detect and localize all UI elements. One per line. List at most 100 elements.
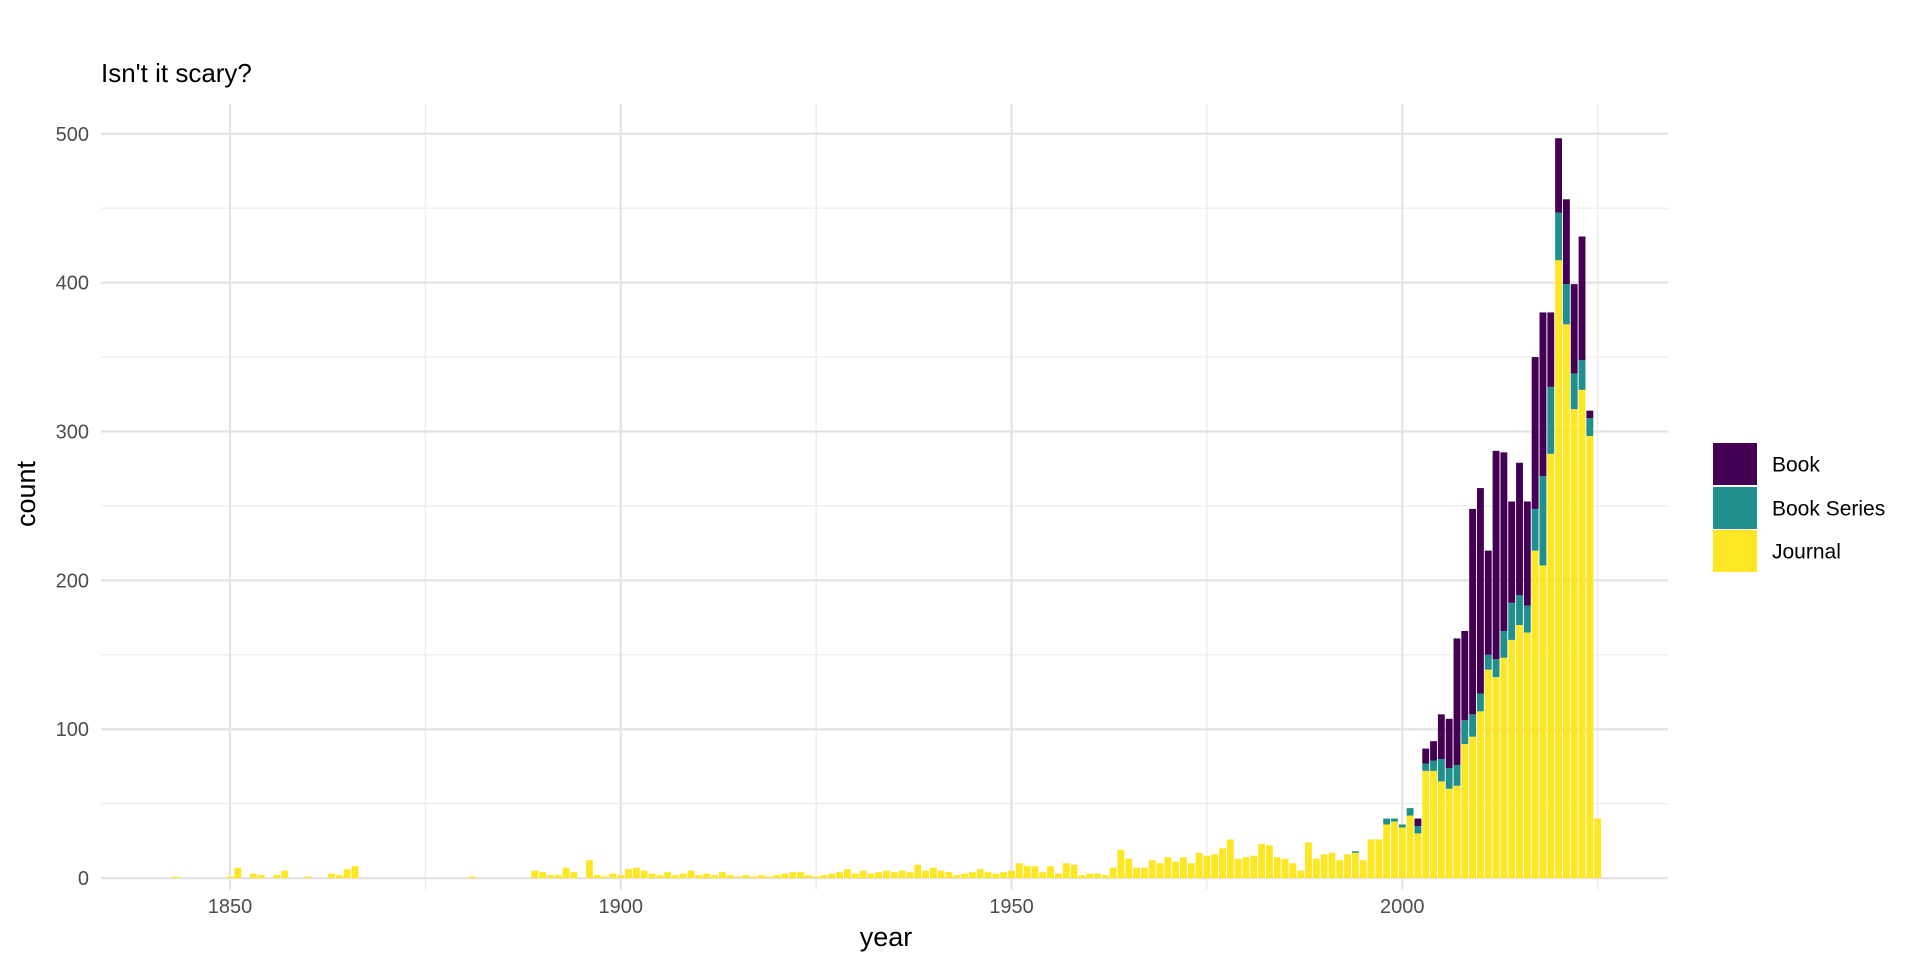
bar-journal-1936 [898, 870, 906, 879]
bar-journal-1988 [1305, 842, 1312, 879]
bar-journal-1920 [773, 875, 781, 879]
bar-journal-1941 [937, 870, 945, 879]
x-tick-label: 1950 [989, 896, 1034, 918]
bar-book-series-2017 [1531, 508, 1539, 551]
bar-journal-1987 [1297, 870, 1305, 879]
bar-book-series-2005 [1437, 759, 1445, 782]
bar-journal-2025 [1594, 818, 1602, 879]
bar-journal-1907 [671, 875, 679, 879]
bar-book-series-2012 [1492, 659, 1500, 678]
x-axis-ticks: 1850 1900 1950 2000 [208, 896, 1425, 918]
bar-book-series-2000 [1398, 824, 1406, 828]
bar-book-series-1994 [1351, 851, 1359, 853]
bar-journal-2004 [1430, 770, 1437, 879]
bar-journal-1972 [1180, 857, 1187, 879]
bar-book-2004 [1430, 741, 1437, 761]
bar-book-2011 [1484, 550, 1492, 655]
bar-journal-1985 [1281, 858, 1289, 879]
bar-book-series-2019 [1547, 386, 1555, 454]
bar-journal-1960 [1086, 873, 1094, 879]
bar-journal-1892 [554, 875, 562, 879]
legend-label: Book [1772, 454, 1820, 477]
legend-key-journal [1713, 530, 1757, 572]
bar-journal-1850 [226, 876, 234, 879]
bar-journal-1946 [976, 869, 984, 879]
bar-journal-1905 [656, 875, 664, 879]
bar-journal-1950 [1008, 870, 1015, 879]
bar-book-2019 [1547, 312, 1555, 387]
bar-journal-1908 [679, 873, 687, 879]
bar-journal-1891 [546, 875, 554, 879]
bar-journal-1854 [257, 875, 265, 879]
bar-book-2014 [1508, 501, 1516, 603]
bar-journal-1984 [1273, 857, 1281, 879]
bar-journal-1919 [765, 876, 773, 879]
bar-journal-1962 [1101, 875, 1109, 879]
bar-journal-1997 [1375, 839, 1383, 879]
bar-journal-1930 [851, 873, 859, 879]
bar-journal-1968 [1148, 860, 1156, 879]
bar-journal-2008 [1461, 744, 1469, 879]
bar-journal-1881 [468, 876, 476, 879]
bar-journal-1975 [1203, 855, 1211, 879]
bar-journal-1989 [1312, 858, 1320, 879]
bar-journal-1996 [1367, 839, 1375, 879]
bar-journal-1937 [906, 872, 914, 879]
bar-journal-2015 [1516, 625, 1523, 879]
bar-book-2003 [1422, 748, 1430, 764]
bar-journal-1906 [664, 872, 672, 879]
bar-journal-2011 [1484, 669, 1492, 879]
bar-book-series-2013 [1500, 630, 1508, 658]
bar-journal-1894 [570, 872, 578, 879]
bar-journal-2003 [1422, 770, 1430, 879]
y-tick-label: 100 [56, 719, 89, 741]
bar-book-2010 [1476, 488, 1484, 694]
bar-journal-1897 [593, 875, 601, 879]
bar-journal-2017 [1531, 550, 1539, 879]
bar-book-2016 [1523, 501, 1531, 606]
bar-journal-2016 [1523, 632, 1531, 879]
bar-journal-1965 [1125, 858, 1133, 879]
bar-book-2006 [1445, 718, 1453, 768]
bar-journal-1981 [1250, 855, 1258, 879]
bar-journal-1863 [328, 873, 335, 879]
bar-book-2024 [1586, 410, 1594, 419]
bar-book-series-1998 [1383, 818, 1391, 825]
bar-book-series-2006 [1445, 767, 1453, 789]
bar-journal-1958 [1070, 864, 1078, 879]
bar-book-series-2020 [1555, 212, 1563, 261]
bars [171, 138, 1602, 879]
bar-book-series-2001 [1406, 808, 1414, 816]
bar-book-series-2015 [1516, 595, 1523, 626]
bar-book-2013 [1500, 452, 1508, 631]
bar-journal-1915 [734, 876, 742, 879]
bar-journal-1933 [875, 872, 883, 879]
bar-journal-1957 [1062, 863, 1070, 879]
bar-journal-1929 [843, 869, 851, 879]
bar-journal-1945 [968, 872, 976, 879]
bar-book-series-2016 [1523, 605, 1531, 633]
bar-journal-1939 [922, 870, 929, 879]
bar-journal-1978 [1226, 839, 1234, 879]
chart-title: Isn't it scary? [101, 58, 252, 88]
bar-book-series-2021 [1562, 284, 1570, 325]
x-tick-label: 1850 [208, 896, 253, 918]
bar-journal-1974 [1195, 852, 1203, 879]
bar-journal-1995 [1359, 860, 1367, 879]
bar-journal-1912 [711, 875, 718, 879]
bar-journal-1998 [1383, 824, 1391, 879]
bar-journal-2010 [1476, 711, 1484, 879]
bar-journal-2020 [1555, 260, 1563, 879]
bar-journal-1904 [648, 873, 656, 879]
bar-journal-1980 [1242, 857, 1250, 879]
bar-journal-1914 [726, 875, 734, 879]
y-axis-label: count [11, 460, 41, 527]
bar-book-2020 [1555, 138, 1563, 213]
bar-journal-1961 [1094, 873, 1101, 879]
bar-journal-1932 [867, 873, 875, 879]
bar-journal-1890 [539, 872, 547, 879]
bar-journal-1992 [1336, 860, 1344, 879]
bar-journal-2002 [1414, 833, 1422, 879]
